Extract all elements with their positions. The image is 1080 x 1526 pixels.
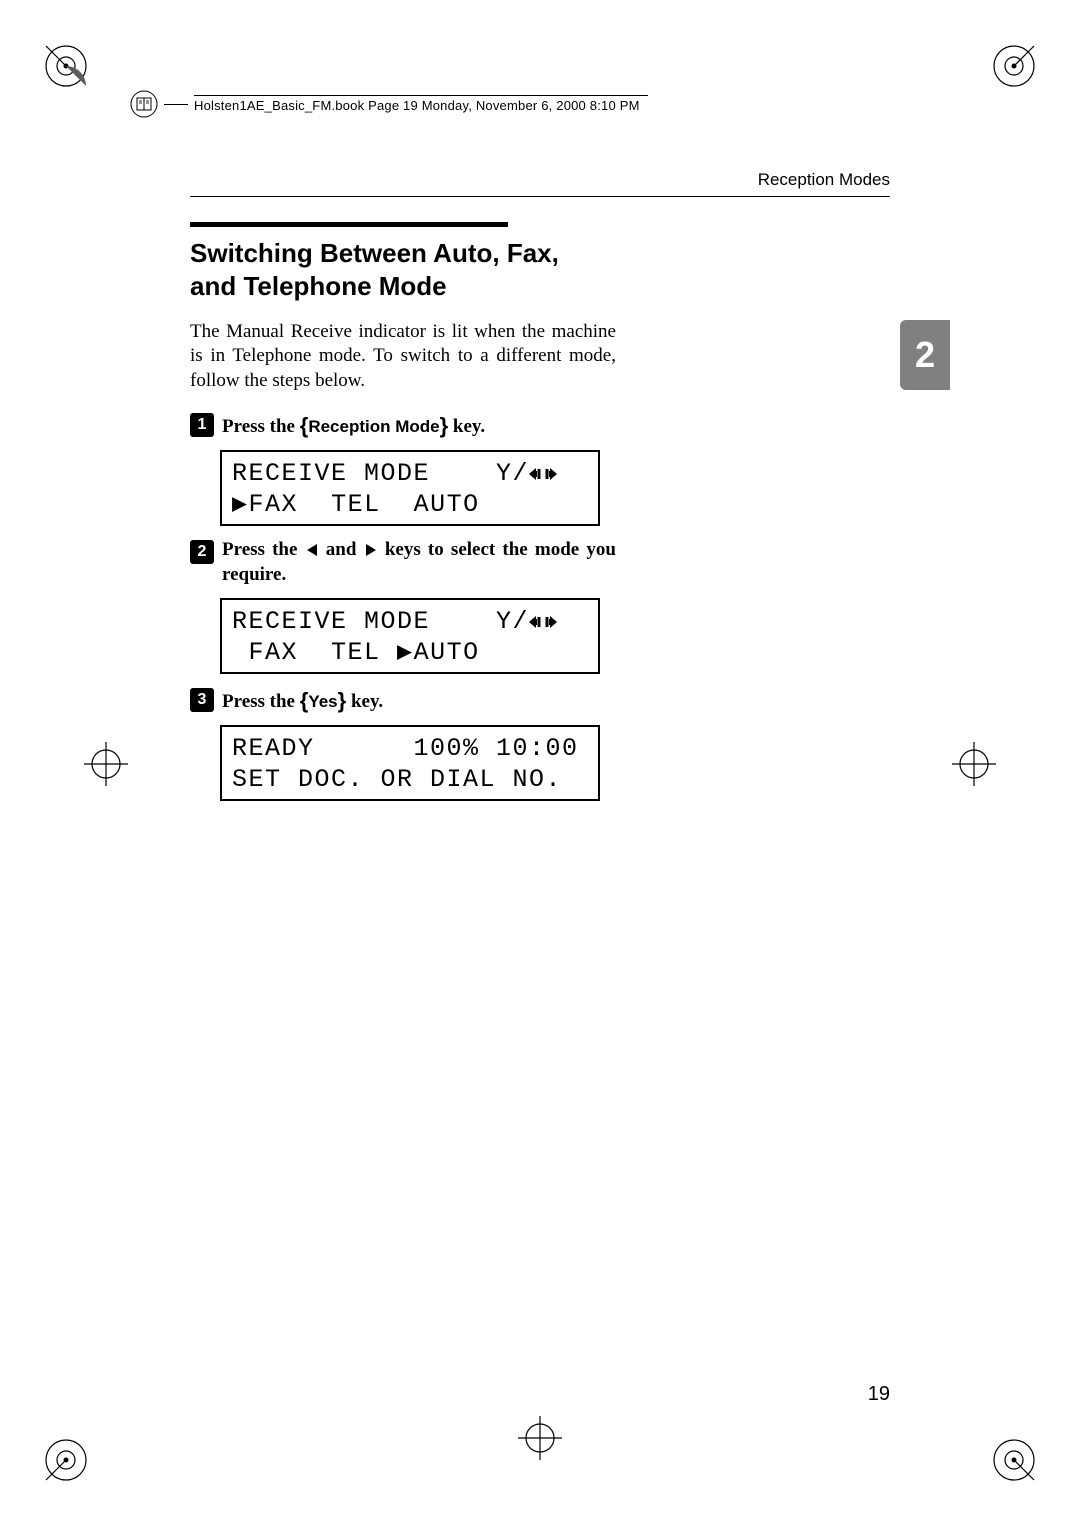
lcd-line: RECEIVE MODE Y/ bbox=[232, 606, 588, 637]
step: 3 Press the {Yes} key. bbox=[190, 686, 616, 715]
step-number-badge: 3 bbox=[190, 688, 214, 712]
lcd-line: ▶FAX TEL AUTO bbox=[232, 489, 588, 520]
step-text-fragment: and bbox=[319, 539, 364, 560]
step-text: Press the {Reception Mode} key. bbox=[222, 411, 485, 440]
step-text-fragment: key. bbox=[448, 416, 485, 437]
book-header-bug: Holsten1AE_Basic_FM.book Page 19 Monday,… bbox=[130, 90, 648, 118]
left-right-arrow-icon bbox=[529, 466, 557, 482]
lcd-line: SET DOC. OR DIAL NO. bbox=[232, 764, 588, 795]
step-text-fragment: Press the bbox=[222, 691, 300, 712]
lcd-line: RECEIVE MODE Y/ bbox=[232, 458, 588, 489]
step-text-fragment: key. bbox=[346, 691, 383, 712]
intro-paragraph: The Manual Receive indicator is lit when… bbox=[190, 320, 616, 393]
chapter-tab-number: 2 bbox=[915, 334, 935, 376]
register-mark-cross bbox=[950, 740, 998, 788]
left-right-arrow-icon bbox=[529, 614, 557, 630]
register-mark-corner bbox=[38, 38, 94, 94]
key-label: Yes bbox=[308, 692, 337, 711]
step: 1 Press the {Reception Mode} key. bbox=[190, 411, 616, 440]
lcd-display: RECEIVE MODE Y/ ▶FAX TEL AUTO bbox=[220, 450, 600, 527]
page-number: 19 bbox=[868, 1383, 890, 1406]
section-title-line: and Telephone Mode bbox=[190, 271, 447, 301]
book-icon bbox=[130, 90, 158, 118]
chapter-tab: 2 bbox=[900, 320, 950, 390]
left-arrow-icon bbox=[305, 543, 319, 557]
lcd-display: READY 100% 10:00 SET DOC. OR DIAL NO. bbox=[220, 725, 600, 802]
step-text-fragment: Press the bbox=[222, 539, 305, 560]
register-mark-corner bbox=[986, 38, 1042, 94]
step-text: Press the {Yes} key. bbox=[222, 686, 383, 715]
step-number-badge: 2 bbox=[190, 540, 214, 564]
section-title: Switching Between Auto, Fax, and Telepho… bbox=[190, 237, 616, 302]
register-mark-corner bbox=[38, 1432, 94, 1488]
book-header-text: Holsten1AE_Basic_FM.book Page 19 Monday,… bbox=[194, 95, 648, 113]
register-mark-cross bbox=[516, 1414, 564, 1462]
step: 2 Press the and keys to select the mode … bbox=[190, 538, 616, 587]
lcd-text: RECEIVE MODE Y/ bbox=[232, 459, 529, 488]
register-mark-cross bbox=[82, 740, 130, 788]
step-text: Press the and keys to select the mode yo… bbox=[222, 538, 616, 587]
register-mark-corner bbox=[986, 1432, 1042, 1488]
lcd-text: RECEIVE MODE Y/ bbox=[232, 607, 529, 636]
section-title-line: Switching Between Auto, Fax, bbox=[190, 238, 559, 268]
lcd-line: FAX TEL ▶AUTO bbox=[232, 637, 588, 668]
section-rule bbox=[190, 222, 508, 227]
lcd-line: READY 100% 10:00 bbox=[232, 733, 588, 764]
lcd-display: RECEIVE MODE Y/ FAX TEL ▶AUTO bbox=[220, 598, 600, 675]
step-text-fragment: Press the bbox=[222, 416, 300, 437]
key-label: Reception Mode bbox=[308, 417, 439, 436]
running-head-rule bbox=[190, 196, 890, 197]
right-arrow-icon bbox=[364, 543, 378, 557]
running-head: Reception Modes bbox=[758, 170, 890, 190]
step-number-badge: 1 bbox=[190, 413, 214, 437]
